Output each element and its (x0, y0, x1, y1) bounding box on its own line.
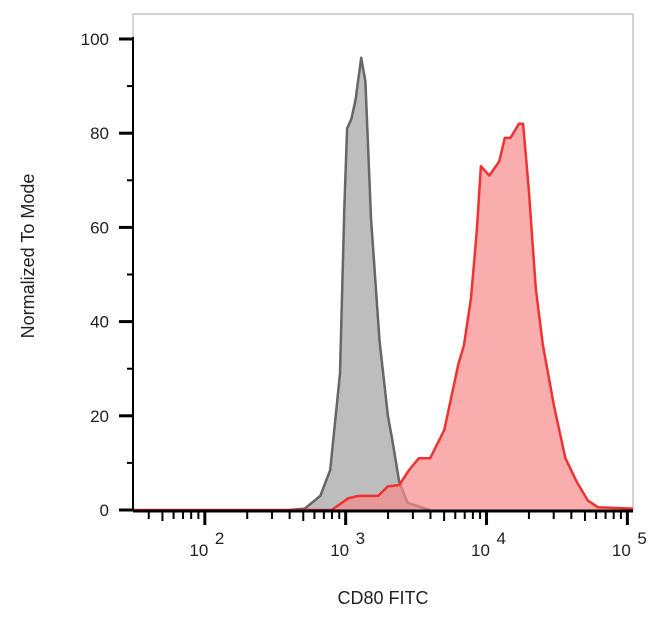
y-tick-label: 0 (100, 501, 109, 520)
series-1-fill (289, 57, 431, 511)
x-tick-label: 10 (330, 541, 349, 560)
x-tick-label: 10 (189, 541, 208, 560)
series-layer (133, 56, 634, 512)
x-tick-label: 10 (612, 541, 631, 560)
series-1-line (289, 56, 431, 512)
y-tick-label: 80 (90, 124, 109, 143)
x-tick-exponent: 5 (637, 529, 646, 548)
x-tick-exponent: 2 (215, 529, 224, 548)
y-tick-label: 20 (90, 407, 109, 426)
axes-layer: 10 2 10 3 10 4 10 5 0 20 40 60 80 100 (81, 30, 647, 560)
x-tick-label: 10 (471, 541, 490, 560)
x-axis-label: CD80 FITC (337, 588, 428, 608)
x-tick-exponent: 3 (356, 529, 365, 548)
y-tick-label: 100 (81, 30, 109, 49)
series-2-fill (133, 123, 633, 511)
y-axis-label: Normalized To Mode (18, 174, 38, 339)
x-tick-exponent: 4 (497, 529, 506, 548)
series-2-line (133, 122, 634, 512)
y-tick-label: 60 (90, 218, 109, 237)
y-tick-label: 40 (90, 313, 109, 332)
